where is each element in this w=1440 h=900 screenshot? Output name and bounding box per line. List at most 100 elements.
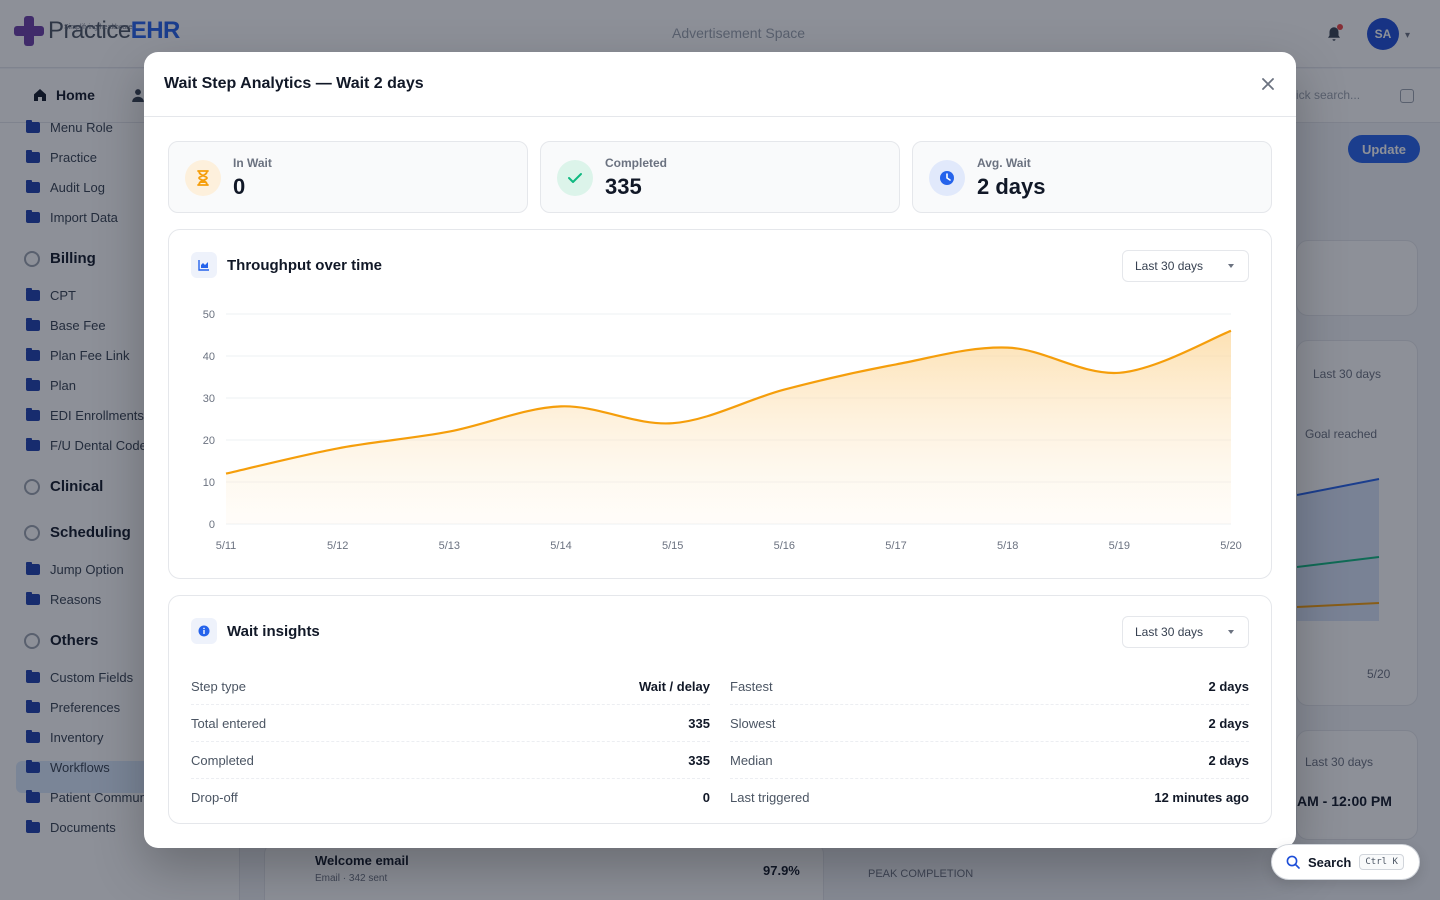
sidebar-item-label: Plan xyxy=(50,378,77,393)
insight-value: 2 days xyxy=(1208,678,1249,694)
x-tick-label: 5/12 xyxy=(327,540,348,552)
insight-value: 12 minutes ago xyxy=(1154,790,1249,805)
floating-search-button[interactable]: Search Ctrl K xyxy=(1271,844,1420,880)
stat-label: In Wait xyxy=(233,156,272,170)
insight-value: 335 xyxy=(688,715,710,731)
sidebar-item[interactable]: Audit Log xyxy=(26,180,105,195)
folder-icon xyxy=(26,180,40,193)
sidebar-item-label: Reasons xyxy=(50,592,102,607)
x-tick-label: 5/14 xyxy=(550,540,571,552)
insight-value: 0 xyxy=(702,790,710,805)
background-step-pct: 97.9% xyxy=(763,863,800,878)
sidebar-item[interactable]: Plan Fee Link xyxy=(26,348,130,363)
nav-search-input[interactable]: Quick search... xyxy=(1280,88,1361,102)
background-range-2: Last 30 days xyxy=(1305,755,1374,769)
search-icon xyxy=(1286,855,1300,869)
y-tick-label: 0 xyxy=(209,519,215,531)
x-tick-label: 5/13 xyxy=(439,540,460,552)
folder-icon xyxy=(26,438,40,451)
background-step-card: Welcome email Email · 342 sent 97.9% xyxy=(264,842,824,900)
sidebar-item[interactable]: Inventory xyxy=(26,730,103,745)
sidebar-item[interactable]: EDI Enrollments xyxy=(26,408,144,423)
close-icon xyxy=(1262,78,1274,90)
sidebar-item[interactable]: Import Data xyxy=(26,210,118,225)
stat-label: Avg. Wait xyxy=(977,156,1031,170)
sidebar-item[interactable]: Preferences xyxy=(26,700,120,715)
background-card-2: Last 30 days AM - 12:00 PM xyxy=(1296,730,1418,840)
folder-icon xyxy=(26,210,40,223)
insights-range-select[interactable]: Last 30 days xyxy=(1122,616,1249,648)
x-tick-label: 5/19 xyxy=(1109,540,1130,552)
insight-row: Fastest 2 days xyxy=(730,668,1249,705)
close-button[interactable] xyxy=(1258,74,1278,94)
folder-icon xyxy=(26,700,40,713)
x-tick-label: 5/16 xyxy=(774,540,795,552)
insights-left-column: Step type Wait / delay Total entered 335 C… xyxy=(191,668,710,816)
background-range: Last 30 days xyxy=(1313,367,1382,381)
y-tick-label: 20 xyxy=(203,435,215,447)
stat-value: 335 xyxy=(605,174,642,199)
stat-avg-wait: Avg. Wait 2 days xyxy=(912,141,1272,213)
sidebar-item[interactable]: F/U Dental Code xyxy=(26,438,147,453)
folder-icon xyxy=(26,408,40,421)
stat-label: Completed xyxy=(605,156,668,170)
folder-icon xyxy=(26,760,40,773)
background-step-sub: Email · 342 sent xyxy=(315,873,388,884)
home-icon xyxy=(34,89,46,101)
sidebar-item[interactable]: Plan xyxy=(26,378,76,393)
sidebar-item-label: CPT xyxy=(50,288,76,303)
insight-key: Fastest xyxy=(730,678,773,694)
sidebar-item[interactable]: CPT xyxy=(26,288,76,303)
chevron-down-icon[interactable]: ▾ xyxy=(1405,30,1411,41)
update-button[interactable]: Update xyxy=(1348,135,1420,163)
folder-icon xyxy=(26,120,40,133)
wait-step-analytics-modal: Wait Step Analytics — Wait 2 days In Wai… xyxy=(144,52,1296,848)
folder-icon xyxy=(26,562,40,575)
y-tick-label: 40 xyxy=(203,351,215,363)
clock-icon xyxy=(929,160,965,196)
insight-value: 2 days xyxy=(1208,752,1249,768)
y-tick-label: 10 xyxy=(203,477,215,489)
sidebar-item[interactable]: Base Fee xyxy=(26,318,106,333)
folder-icon xyxy=(26,790,40,803)
insights-card: Wait insights Last 30 days Step type Wait… xyxy=(168,595,1272,824)
bell-icon[interactable] xyxy=(1325,25,1343,43)
sidebar-item[interactable]: Custom Fields xyxy=(26,670,133,685)
background-chart-card: Last 30 days Goal reached 5/20 xyxy=(1296,340,1418,706)
background-card xyxy=(1296,240,1418,316)
sidebar-item[interactable]: Jump Option xyxy=(26,562,124,577)
sidebar-item[interactable]: Menu Role xyxy=(26,120,113,135)
series-area xyxy=(226,330,1231,524)
sidebar-item-label: Base Fee xyxy=(50,318,106,333)
modal-header: Wait Step Analytics — Wait 2 days xyxy=(144,52,1296,117)
sidebar-item[interactable]: Practice xyxy=(26,150,97,165)
insights-title: Wait insights xyxy=(227,623,320,640)
insight-row: Completed 335 xyxy=(191,742,710,779)
keyboard-icon xyxy=(1400,89,1414,103)
sidebar-item[interactable]: Documents xyxy=(26,820,116,835)
sidebar-item-label: EDI Enrollments xyxy=(50,408,144,423)
nav-home[interactable]: Home xyxy=(32,87,95,103)
logo[interactable]: PracticeEHR xyxy=(14,16,180,46)
background-axis-end: 5/20 xyxy=(1367,667,1391,681)
sidebar-item-label: Audit Log xyxy=(50,180,105,195)
chevron-down-icon xyxy=(1228,264,1234,268)
sidebar-section[interactable]: Clinical xyxy=(24,478,103,495)
user-icon[interactable] xyxy=(131,87,145,103)
sidebar-section[interactable]: Others xyxy=(24,632,98,649)
throughput-card: Throughput over time Last 30 days 0 10 20 3… xyxy=(168,229,1272,579)
throughput-range-select[interactable]: Last 30 days xyxy=(1122,250,1249,282)
sidebar-item-label: Practice xyxy=(50,150,97,165)
sidebar-section[interactable]: Scheduling xyxy=(24,524,131,541)
y-tick-label: 50 xyxy=(203,309,215,321)
sidebar-item[interactable]: Workflows xyxy=(26,760,110,775)
insight-row: Last triggered 12 minutes ago xyxy=(730,779,1249,816)
folder-icon xyxy=(26,318,40,331)
sidebar-item-label: Workflows xyxy=(50,760,110,775)
insight-row: Step type Wait / delay xyxy=(191,668,710,705)
sidebar-section-label: Billing xyxy=(50,250,96,267)
sidebar-section[interactable]: Billing xyxy=(24,250,96,267)
sidebar-item[interactable]: Reasons xyxy=(26,592,101,607)
avatar[interactable]: SA xyxy=(1367,18,1399,50)
sidebar-section-label: Clinical xyxy=(50,478,104,495)
